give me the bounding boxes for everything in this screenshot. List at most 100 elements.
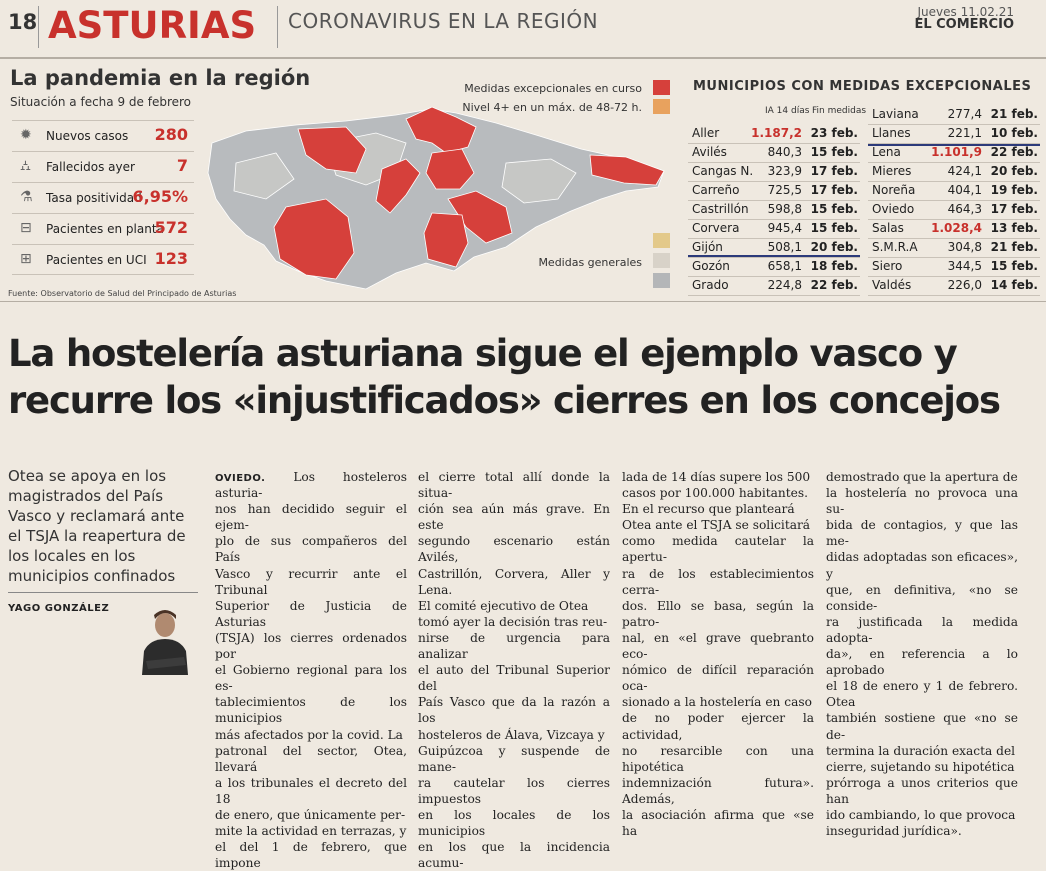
issue-date: Jueves 11.02.21 — [917, 5, 1014, 19]
municipality-incidence: 226,0 — [947, 278, 982, 292]
municipality-end-date: 17 feb. — [810, 183, 858, 197]
municipality-name: Corvera — [692, 221, 740, 235]
municipality-name: Castrillón — [692, 202, 749, 216]
headline-line: La hostelería asturiana sigue el ejemplo… — [8, 332, 958, 375]
municipality-incidence: 508,1 — [767, 240, 802, 254]
header-divider — [277, 6, 278, 48]
map-region-exceptional — [589, 154, 665, 186]
municipality-name: S.M.R.A — [872, 240, 918, 254]
infographic-subtitle: Situación a fecha 9 de febrero — [10, 95, 192, 109]
municipality-end-date: 18 feb. — [810, 259, 858, 273]
municipality-incidence: 221,1 — [947, 126, 982, 140]
headline-line: recurre los «injustificados» cierres en … — [8, 379, 1001, 422]
municipality-end-date: 15 feb. — [990, 259, 1038, 273]
municipality-row: Siero 344,5 15 feb. — [868, 257, 1040, 277]
municipality-row: Salas 1.028,4 13 feb. — [868, 219, 1040, 239]
municipality-row: Gozón 658,1 18 feb. — [688, 257, 860, 277]
municipality-end-date: 20 feb. — [990, 164, 1038, 178]
municipality-name: Salas — [872, 221, 904, 235]
municipality-incidence: 464,3 — [947, 202, 982, 216]
article-column-2: el cierre total allí donde la situa- ció… — [418, 470, 610, 871]
column-text: Los hosteleros asturia- nos han decidido… — [215, 470, 407, 871]
municipality-name: Mieres — [872, 164, 912, 178]
municipality-row: Llanes 221,1 10 feb. — [868, 124, 1040, 144]
municipality-incidence: 598,8 — [767, 202, 802, 216]
author-photo — [136, 605, 194, 675]
source-note: Fuente: Observatorio de Salud del Princi… — [8, 289, 237, 298]
municipality-row: Grado 224,8 22 feb. — [688, 276, 860, 296]
stat-label: Pacientes en planta — [46, 222, 164, 236]
test-tube-icon: ⚗ — [20, 189, 33, 205]
municipality-row: Carreño 725,5 17 feb. — [688, 181, 860, 201]
municipality-row: Cangas N. 323,9 17 feb. — [688, 162, 860, 182]
municipality-incidence: 304,8 — [947, 240, 982, 254]
municipality-incidence: 658,1 — [767, 259, 802, 273]
icu-bed-icon: ⊞ — [20, 251, 32, 267]
stat-label: Pacientes en UCI — [46, 253, 147, 267]
municipality-name: Avilés — [692, 145, 727, 159]
municipality-row: Mieres 424,1 20 feb. — [868, 162, 1040, 182]
stat-value: 572 — [154, 218, 188, 237]
article-column-4: demostrado que la apertura de la hostele… — [826, 470, 1018, 839]
municipality-name: Valdés — [872, 278, 912, 292]
stat-label: Nuevos casos — [46, 129, 129, 143]
legend-swatch-general-b — [653, 253, 670, 268]
article-byline: YAGO GONZÁLEZ — [8, 603, 110, 614]
municipality-row: Laviana 277,4 21 feb. — [868, 105, 1040, 125]
municipality-row: Avilés 840,3 15 feb. — [688, 143, 860, 163]
municipality-incidence: 424,1 — [947, 164, 982, 178]
municipality-end-date: 20 feb. — [810, 240, 858, 254]
map-region-exceptional — [375, 158, 421, 214]
map-region-exceptional — [423, 212, 469, 268]
stat-row-new-cases: ✹ Nuevos casos 280 — [12, 120, 194, 150]
stat-row-deaths: ⛼ Fallecidos ayer 7 — [12, 151, 194, 181]
municipality-end-date: 15 feb. — [810, 202, 858, 216]
legend-swatch-level4 — [653, 99, 670, 114]
map-region-exceptional — [447, 190, 513, 244]
table-highlight-rule — [868, 144, 1040, 146]
section-rule — [0, 301, 1046, 302]
municipality-name: Aller — [692, 126, 720, 140]
municipality-incidence: 945,4 — [767, 221, 802, 235]
byline-rule — [8, 592, 198, 593]
municipality-end-date: 22 feb. — [990, 145, 1038, 159]
municipality-name: Siero — [872, 259, 903, 273]
municipality-row: Valdés 226,0 14 feb. — [868, 276, 1040, 296]
virus-icon: ✹ — [20, 127, 32, 143]
article-column-3: lada de 14 días supere los 500 casos por… — [622, 470, 814, 839]
municipality-row: Gijón 508,1 20 feb. — [688, 238, 860, 258]
municipality-end-date: 10 feb. — [990, 126, 1038, 140]
municipality-end-date: 14 feb. — [990, 278, 1038, 292]
legend-swatch-general-c — [653, 273, 670, 288]
municipality-name: Oviedo — [872, 202, 915, 216]
municipality-end-date: 15 feb. — [810, 221, 858, 235]
municipality-end-date: 21 feb. — [990, 240, 1038, 254]
municipality-incidence: 840,3 — [767, 145, 802, 159]
municipality-name: Laviana — [872, 107, 919, 121]
municipality-end-date: 17 feb. — [810, 164, 858, 178]
municipality-row: Oviedo 464,3 17 feb. — [868, 200, 1040, 220]
column-header-fin: Fin medidas — [812, 106, 867, 116]
municipality-end-date: 22 feb. — [810, 278, 858, 292]
hospital-bed-icon: ⊟ — [20, 220, 32, 236]
municipality-row: Lena 1.101,9 22 feb. — [868, 143, 1040, 163]
municipality-incidence: 404,1 — [947, 183, 982, 197]
map-region-exceptional — [297, 126, 367, 174]
municipality-name: Lena — [872, 145, 901, 159]
column-header-ia: IA 14 días — [765, 106, 810, 116]
tombstone-icon: ⛼ — [20, 158, 31, 174]
table-highlight-rule — [688, 255, 860, 257]
legend-level4-label: Nivel 4+ en un máx. de 48-72 h. — [462, 101, 642, 114]
municipality-name: Gijón — [692, 240, 723, 254]
municipality-name: Cangas N. — [692, 164, 754, 178]
header-rule — [0, 57, 1046, 59]
header-divider — [38, 6, 39, 48]
municipality-incidence: 1.101,9 — [931, 145, 982, 159]
municipality-end-date: 13 feb. — [990, 221, 1038, 235]
stat-row-positivity: ⚗ Tasa positividad 6,95% — [12, 182, 194, 212]
municipality-row: Corvera 945,4 15 feb. — [688, 219, 860, 239]
municipality-name: Grado — [692, 278, 729, 292]
municipality-name: Llanes — [872, 126, 911, 140]
stat-value: 280 — [154, 125, 188, 144]
section-title: ASTURIAS — [48, 4, 257, 47]
